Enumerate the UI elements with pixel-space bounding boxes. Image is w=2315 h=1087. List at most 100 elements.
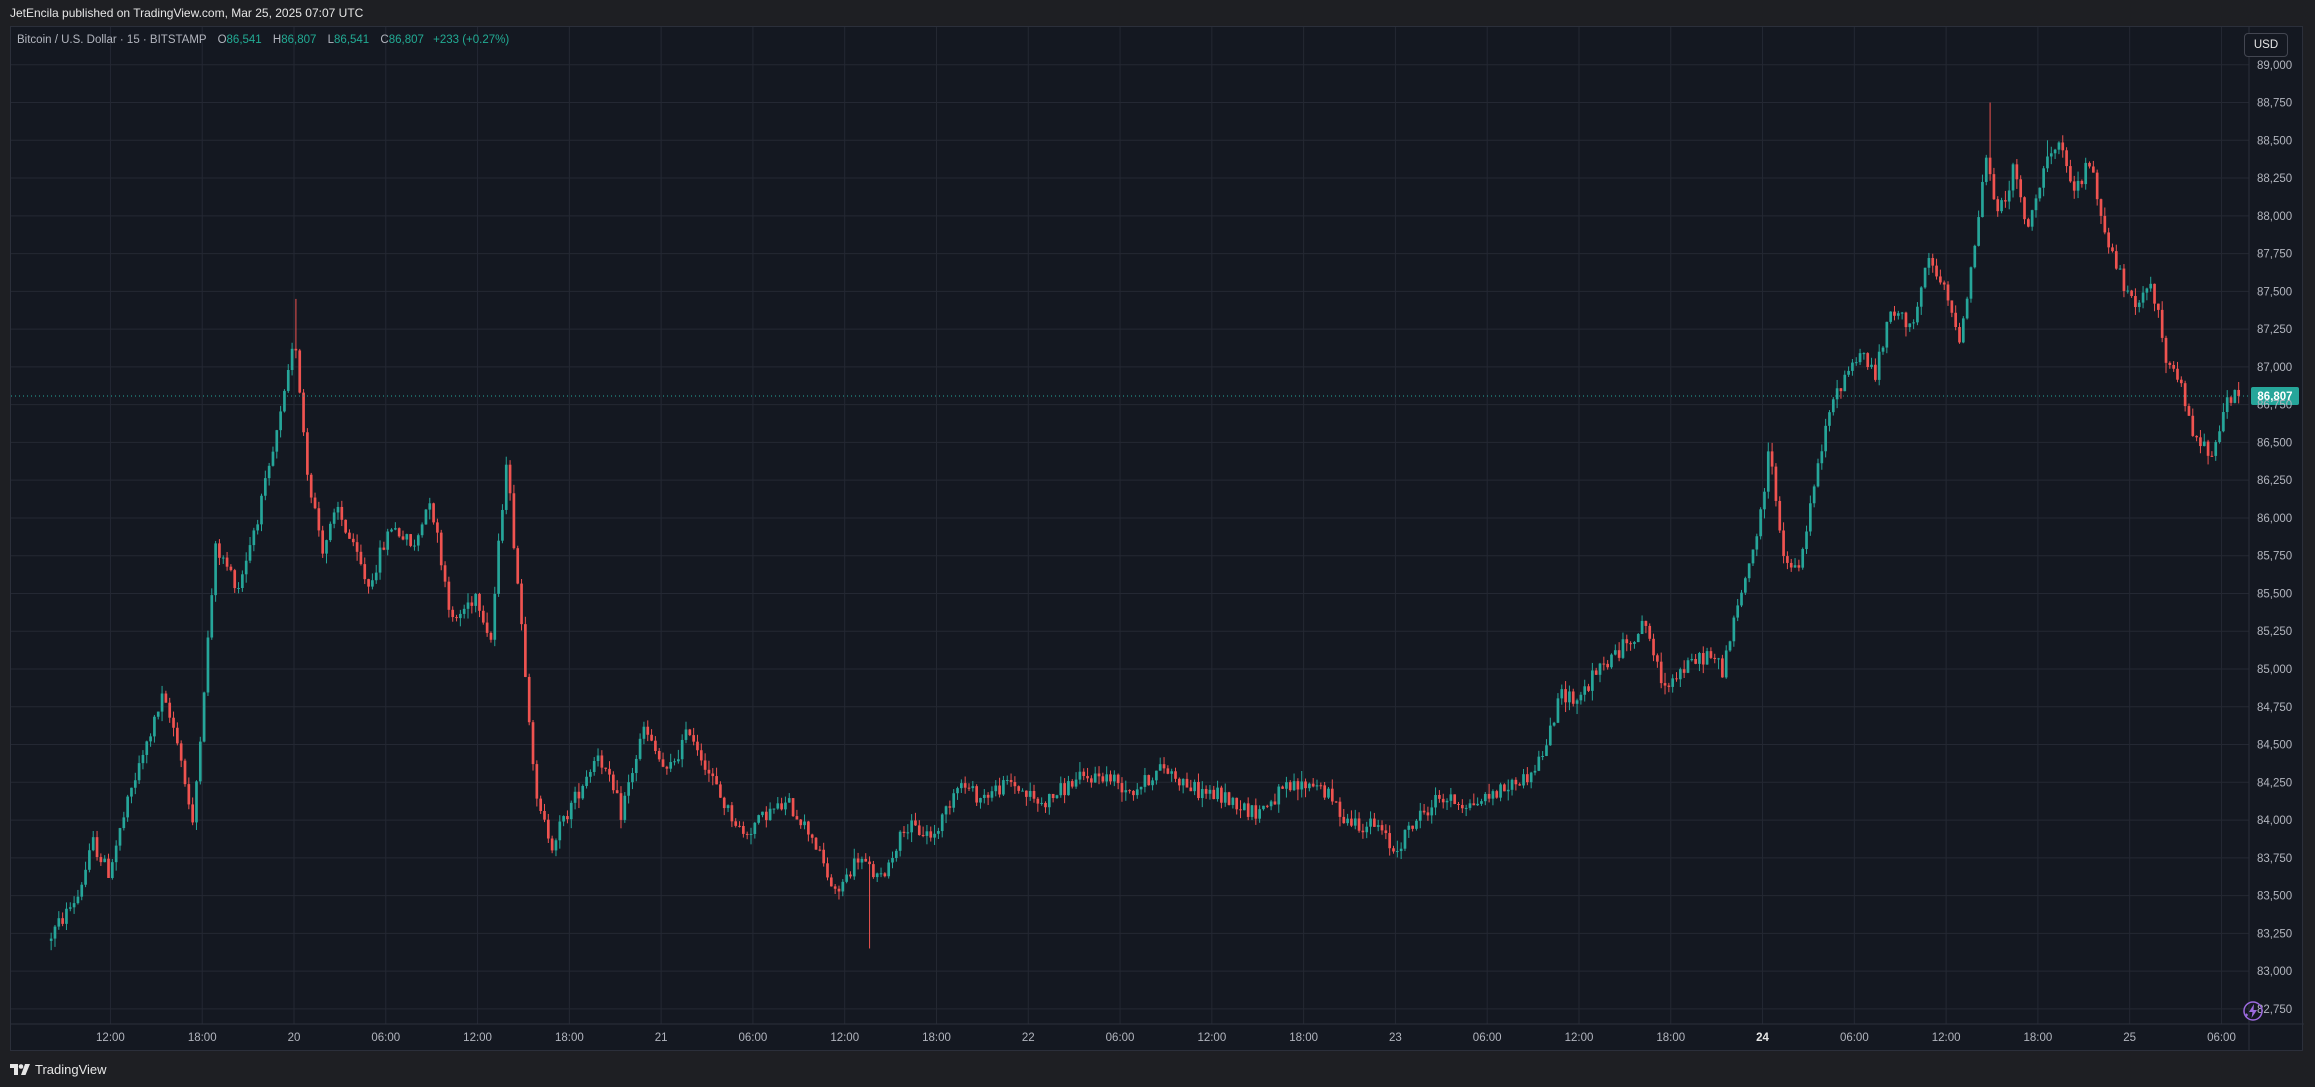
candle-body: [1040, 802, 1043, 804]
candle-body: [1526, 774, 1529, 783]
candle-body: [1923, 267, 1927, 288]
candle-body: [589, 771, 592, 777]
candle: [198, 736, 202, 785]
candle: [1809, 495, 1812, 536]
candle-body: [952, 793, 956, 808]
candle: [2229, 395, 2233, 406]
candle: [1346, 813, 1349, 826]
candle-body: [137, 763, 141, 781]
candle: [1395, 840, 1399, 858]
candle: [1786, 551, 1789, 570]
candle: [1132, 790, 1135, 801]
candle-body: [692, 735, 695, 742]
candle: [340, 500, 344, 527]
candle: [1939, 269, 1942, 285]
candle-body: [722, 797, 726, 809]
chart-pane[interactable]: 86,807 82,750 83,000 83,250 83,500 83,750 84,…: [10, 26, 2304, 1052]
candle-body: [998, 785, 1001, 795]
currency-button[interactable]: USD: [2244, 33, 2288, 57]
candle-body: [776, 803, 780, 809]
candle-body: [1472, 803, 1476, 806]
candle-body: [971, 786, 975, 789]
candle: [1782, 522, 1785, 564]
candle: [1250, 804, 1254, 821]
candle: [1464, 804, 1468, 817]
candle: [2095, 169, 2099, 206]
legend-open-label: O: [217, 34, 227, 46]
candle-body: [317, 508, 321, 531]
candle-body: [921, 834, 925, 836]
candle: [214, 540, 217, 602]
candle-body: [420, 524, 424, 536]
price-tick-label: 85,500: [2257, 588, 2292, 600]
candle: [447, 576, 451, 618]
candle: [543, 803, 546, 823]
candle-body: [524, 624, 527, 677]
candle: [1977, 210, 1980, 247]
candle: [61, 912, 64, 927]
candle-body: [1510, 779, 1514, 790]
candle-body: [107, 858, 110, 878]
candle: [550, 835, 554, 854]
candle: [952, 789, 956, 813]
candle: [512, 484, 516, 550]
candle: [569, 800, 573, 829]
time-tick-label: 12:00: [96, 1032, 125, 1044]
candle: [940, 813, 944, 838]
candle-body: [1449, 794, 1453, 801]
time-tick-label: 06:00: [739, 1032, 768, 1044]
candle-body: [1174, 771, 1177, 779]
lightning-icon[interactable]: [2242, 1000, 2264, 1022]
candle: [1388, 825, 1392, 856]
candle: [237, 582, 240, 594]
candle-body: [1243, 803, 1246, 811]
candle-body: [2072, 181, 2076, 191]
candle-body: [1453, 794, 1457, 805]
candle: [585, 770, 588, 789]
candle: [623, 792, 627, 823]
candle: [1644, 620, 1648, 634]
candle: [1239, 800, 1242, 819]
candlestick-chart[interactable]: 86,807 82,750 83,000 83,250 83,500 83,750 84,…: [11, 27, 2304, 1052]
candle: [787, 793, 791, 803]
candle-body: [1212, 789, 1216, 800]
candle: [1912, 319, 1915, 330]
candle-body: [577, 791, 581, 799]
candle: [462, 604, 466, 619]
candle-body: [1629, 643, 1632, 645]
candle: [1254, 798, 1258, 825]
candle: [497, 533, 500, 597]
candle-body: [868, 861, 871, 865]
candle: [1793, 558, 1797, 568]
time-tick-label: 12:00: [463, 1032, 492, 1044]
candle-body: [1698, 653, 1701, 664]
tradingview-logo[interactable]: TradingView: [10, 1060, 107, 1078]
candle: [432, 502, 435, 525]
candle-body: [2153, 283, 2156, 304]
candle-body: [914, 820, 917, 826]
price-tick-label: 87,250: [2257, 324, 2292, 336]
candle-body: [1961, 318, 1965, 343]
candle: [1927, 252, 1931, 276]
candle: [1774, 463, 1778, 507]
candle-body: [2088, 162, 2091, 167]
candle: [2046, 140, 2049, 173]
candle: [642, 721, 646, 745]
candle: [1135, 783, 1139, 799]
candle: [1564, 681, 1567, 713]
candle-body: [2218, 431, 2221, 443]
candle: [1667, 682, 1671, 693]
candle: [2157, 303, 2160, 318]
candle: [1124, 780, 1128, 801]
candle: [852, 848, 856, 880]
candle-body: [749, 833, 753, 835]
candle-body: [933, 833, 936, 838]
candle: [2072, 175, 2076, 199]
candle: [745, 831, 749, 840]
candle-body: [1269, 801, 1273, 807]
candle-body: [1839, 388, 1843, 392]
candle: [982, 789, 986, 804]
candle-body: [298, 350, 302, 393]
candle-body: [1342, 816, 1346, 824]
candle-body: [118, 828, 122, 846]
